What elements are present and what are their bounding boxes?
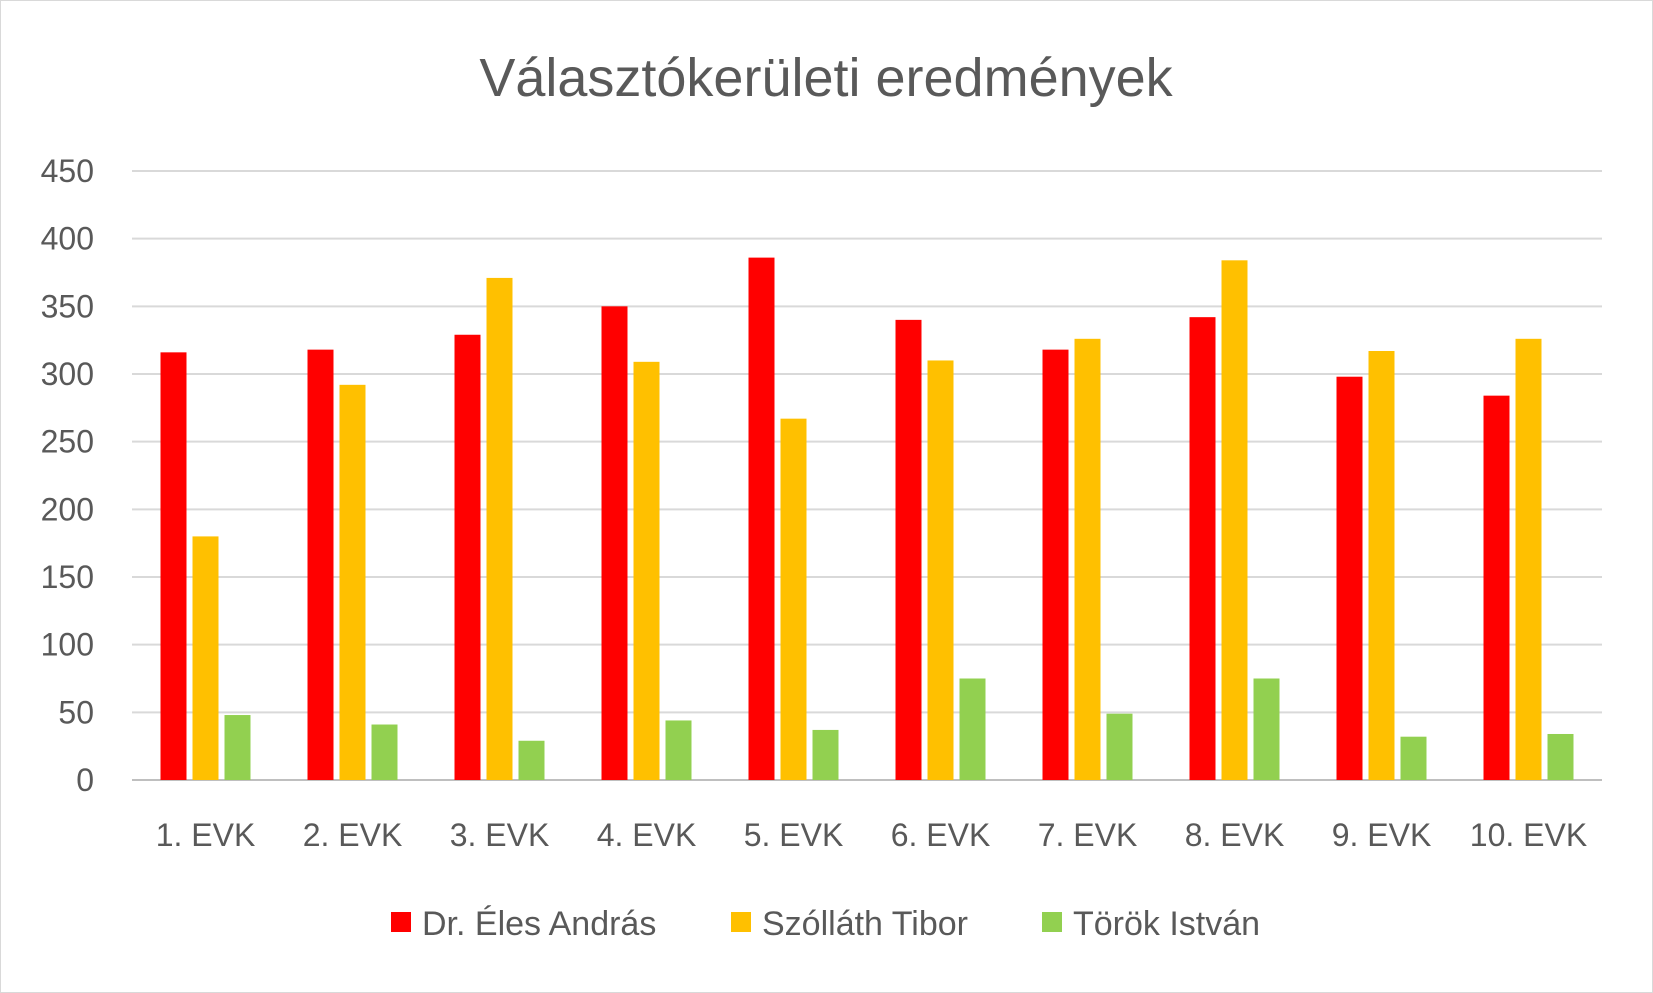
bar — [927, 360, 954, 780]
y-tick-label: 0 — [76, 762, 94, 798]
legend-label: Török István — [1073, 905, 1260, 943]
bar — [224, 715, 251, 780]
x-tick-label: 3. EVK — [450, 817, 550, 853]
bar — [780, 418, 807, 780]
x-tick-label: 8. EVK — [1185, 817, 1285, 853]
y-tick-label: 150 — [41, 559, 94, 595]
bar — [1221, 260, 1248, 780]
x-tick-label: 6. EVK — [891, 817, 991, 853]
bar — [748, 257, 775, 780]
bar — [1483, 395, 1510, 780]
legend-label: Szólláth Tibor — [762, 905, 968, 943]
bar — [1042, 349, 1069, 780]
bar — [895, 319, 922, 780]
x-axis-ticks: 1. EVK 2. EVK 3. EVK 4. EVK 5. EVK 6. EVK 7. E… — [156, 817, 1588, 853]
y-tick-label: 350 — [41, 288, 94, 324]
y-tick-label: 400 — [41, 221, 94, 257]
bar — [959, 678, 986, 780]
y-tick-label: 50 — [58, 694, 94, 730]
legend-swatch — [1042, 912, 1062, 932]
bar — [1106, 713, 1133, 780]
y-axis-ticks: 0 50 100 150 200 250 300 350 400 450 — [41, 153, 94, 798]
x-tick-label: 10. EVK — [1470, 817, 1587, 853]
x-tick-label: 4. EVK — [597, 817, 697, 853]
bar — [160, 352, 187, 780]
legend-label: Dr. Éles András — [422, 905, 656, 943]
bar — [1189, 317, 1216, 780]
bar — [1253, 678, 1280, 780]
x-tick-label: 7. EVK — [1038, 817, 1138, 853]
bars — [160, 257, 1574, 780]
bar — [371, 724, 398, 780]
x-tick-label: 2. EVK — [303, 817, 403, 853]
y-tick-label: 250 — [41, 424, 94, 460]
bar — [454, 334, 481, 780]
bar — [192, 536, 219, 780]
bar — [1515, 338, 1542, 780]
y-tick-label: 200 — [41, 491, 94, 527]
legend: Dr. Éles András Szólláth Tibor Török Istvá… — [391, 905, 1260, 943]
bar — [1368, 350, 1395, 780]
bar — [1547, 733, 1574, 780]
bar — [486, 277, 513, 780]
x-tick-label: 1. EVK — [156, 817, 256, 853]
bar — [665, 720, 692, 780]
bar — [518, 740, 545, 780]
chart-title: Választókerületi eredmények — [479, 48, 1173, 108]
bar — [1400, 736, 1427, 780]
bar — [339, 384, 366, 780]
bar — [1074, 338, 1101, 780]
bar — [601, 306, 628, 780]
y-tick-label: 450 — [41, 153, 94, 189]
y-tick-label: 100 — [41, 627, 94, 663]
legend-swatch — [731, 912, 751, 932]
bar — [307, 349, 334, 780]
bar — [812, 729, 839, 780]
y-tick-label: 300 — [41, 356, 94, 392]
bar — [633, 361, 660, 780]
bar — [1336, 376, 1363, 780]
legend-swatch — [391, 912, 411, 932]
x-tick-label: 9. EVK — [1332, 817, 1432, 853]
x-tick-label: 5. EVK — [744, 817, 844, 853]
